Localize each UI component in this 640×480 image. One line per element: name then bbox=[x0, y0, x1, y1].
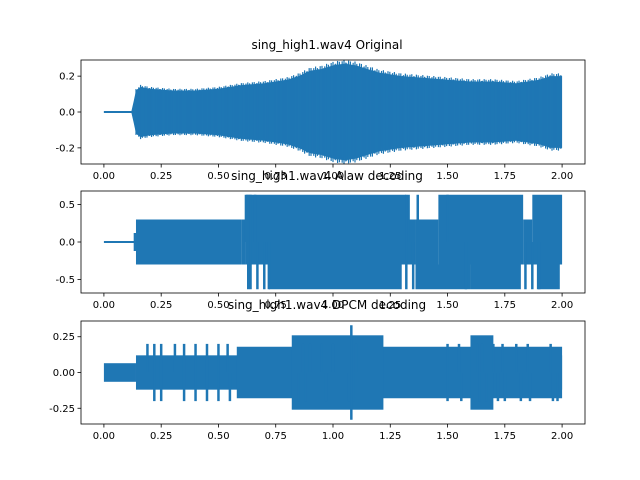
subplot-dpcm: 0.00 0.25 0.50 0.75 1.00 1.25 1.50 1.75 2.00 -0.2… bbox=[49, 298, 586, 442]
x-tick-label: 1.00 bbox=[322, 300, 344, 311]
plot-area bbox=[103, 194, 563, 290]
x-tick-label: 1.00 bbox=[322, 431, 344, 442]
x-tick-label: 0.75 bbox=[265, 300, 287, 311]
waveform-block bbox=[532, 194, 563, 265]
axis-ticks: 0.00 0.25 0.50 0.75 1.00 1.25 1.50 1.75 2.00 -0.2… bbox=[49, 332, 573, 442]
x-tick-label: 1.75 bbox=[494, 171, 516, 182]
axes-frame bbox=[80, 320, 586, 425]
y-tick-label: 0.0 bbox=[59, 238, 75, 249]
waveform-block bbox=[236, 346, 563, 399]
waveform-block bbox=[438, 194, 524, 265]
subplot-title: sing_high1.wav4 Alaw decoding bbox=[231, 169, 423, 183]
x-tick-label: 1.50 bbox=[436, 300, 458, 311]
x-tick-label: 0.25 bbox=[150, 431, 172, 442]
x-tick-label: 2.00 bbox=[551, 300, 573, 311]
x-tick-label: 1.00 bbox=[322, 171, 344, 182]
x-tick-label: 0.00 bbox=[93, 431, 115, 442]
waveform-block bbox=[103, 363, 136, 382]
y-tick-label: 0.5 bbox=[59, 200, 75, 211]
x-tick-label: 0.75 bbox=[265, 431, 287, 442]
y-tick-label: 0.00 bbox=[53, 368, 75, 379]
waveform-block bbox=[523, 219, 533, 265]
x-tick-label: 1.50 bbox=[436, 431, 458, 442]
y-tick-label: -0.25 bbox=[49, 404, 75, 415]
waveform-block bbox=[406, 219, 416, 265]
axes-frame bbox=[80, 59, 586, 165]
x-tick-label: 0.50 bbox=[207, 431, 229, 442]
plot-area bbox=[103, 325, 563, 420]
subplot-title: sing_high1.wav4 DPCM decoding bbox=[228, 298, 426, 312]
x-tick-label: 2.00 bbox=[551, 431, 573, 442]
axes-frame bbox=[80, 190, 586, 294]
waveform-block bbox=[135, 219, 242, 265]
x-tick-label: 0.50 bbox=[207, 171, 229, 182]
x-tick-label: 2.00 bbox=[551, 171, 573, 182]
y-tick-label: 0.0 bbox=[59, 108, 75, 119]
x-tick-label: 0.00 bbox=[93, 300, 115, 311]
waveform-block bbox=[415, 264, 471, 290]
y-tick-label: -0.2 bbox=[55, 143, 75, 154]
waveform-block bbox=[245, 194, 407, 265]
waveform-block bbox=[291, 335, 384, 410]
y-tick-label: 0.25 bbox=[53, 332, 75, 343]
axis-ticks: 0.00 0.25 0.50 0.75 1.00 1.25 1.50 1.75 2.00 -0.2… bbox=[55, 72, 573, 182]
axis-ticks: 0.00 0.25 0.50 0.75 1.00 1.25 1.50 1.75 2.00 -0.5… bbox=[55, 200, 573, 311]
waveform-block bbox=[241, 219, 246, 265]
x-tick-label: 0.00 bbox=[93, 171, 115, 182]
x-tick-label: 0.50 bbox=[207, 300, 229, 311]
waveform-block bbox=[268, 264, 402, 290]
x-tick-label: 1.25 bbox=[379, 300, 401, 311]
subplot-title: sing_high1.wav4 Original bbox=[251, 38, 402, 52]
x-tick-label: 1.50 bbox=[436, 171, 458, 182]
waveform-block bbox=[415, 219, 439, 265]
y-tick-label: 0.2 bbox=[59, 72, 75, 83]
x-tick-label: 0.75 bbox=[265, 171, 287, 182]
waveform-block bbox=[536, 264, 560, 290]
x-tick-label: 1.25 bbox=[379, 431, 401, 442]
x-tick-label: 1.75 bbox=[494, 431, 516, 442]
x-tick-label: 0.25 bbox=[150, 171, 172, 182]
y-tick-label: -0.5 bbox=[55, 275, 75, 286]
subplot-alaw: 0.00 0.25 0.50 0.75 1.00 1.25 1.50 1.75 2.00 -0.5… bbox=[55, 169, 586, 311]
x-tick-label: 1.75 bbox=[494, 300, 516, 311]
x-tick-label: 1.25 bbox=[379, 171, 401, 182]
subplot-original: sing_high1.wav4 Original 0.00 0.25 0.50 0.7… bbox=[55, 38, 586, 182]
x-tick-label: 0.25 bbox=[150, 300, 172, 311]
plot-area bbox=[103, 59, 563, 165]
waveform-block bbox=[470, 264, 521, 290]
waveform-block bbox=[133, 233, 136, 251]
